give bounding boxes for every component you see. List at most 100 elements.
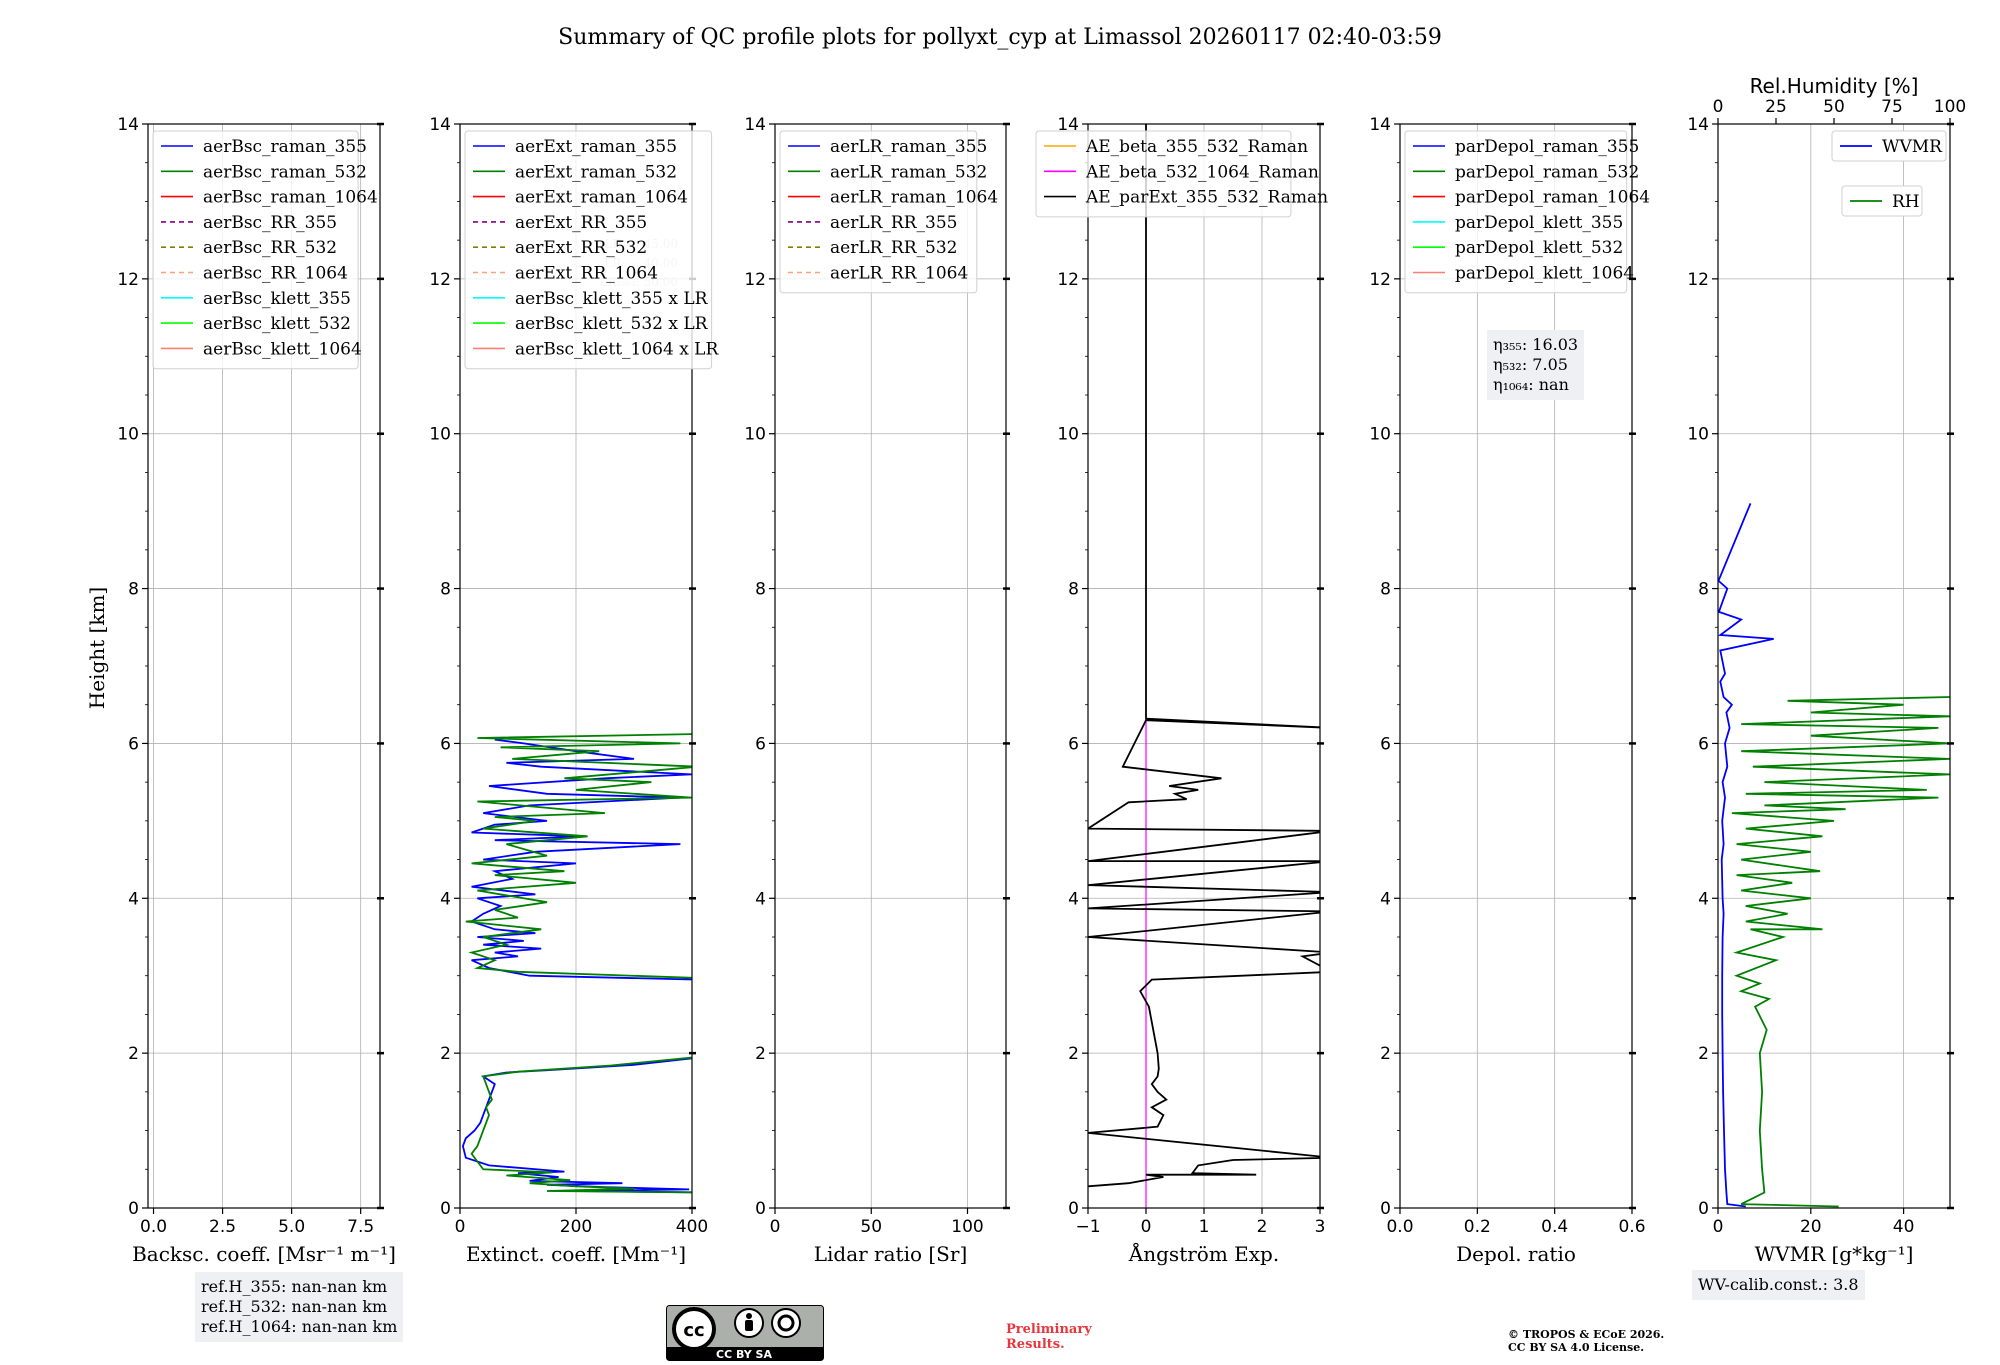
legend-label: aerBsc_klett_1064 x LR xyxy=(515,339,719,359)
y-tick-label: 10 xyxy=(744,425,766,445)
x-axis-label: Lidar ratio [Sr] xyxy=(814,1242,968,1266)
x-tick-label: 0.0 xyxy=(1386,1217,1413,1237)
legend-frame xyxy=(152,130,359,370)
sa-share-alike-icon xyxy=(771,1308,801,1338)
y-tick-label: 4 xyxy=(1698,889,1709,909)
y-tick-label: 10 xyxy=(1369,425,1391,445)
y-tick-label: 8 xyxy=(440,580,451,600)
legend-label: parDepol_klett_355 xyxy=(1455,213,1623,233)
y-tick-label: 4 xyxy=(128,889,139,909)
y-tick-label: 6 xyxy=(1698,734,1709,754)
y-tick-label: 14 xyxy=(117,115,139,135)
y-tick-label: 14 xyxy=(1057,115,1079,135)
panel-bsc: 0 2 4 6 8 10 12 14 0.0 2.5 5.0 7.5 Backsc. coeff. [M… xyxy=(117,115,396,1266)
x-tick-label: 7.5 xyxy=(347,1217,374,1237)
y-tick-label: 0 xyxy=(1068,1199,1079,1219)
series-RH xyxy=(1731,696,1950,1208)
series-WVMR xyxy=(1718,503,1774,1208)
legend-label: parDepol_klett_532 xyxy=(1455,238,1623,258)
y-axis-label: Height [km] xyxy=(85,587,109,709)
legend-label: WVMR xyxy=(1882,137,1943,157)
legend-wvmr: WVMR xyxy=(1831,130,1947,162)
y-tick-label: 12 xyxy=(1687,270,1709,290)
y-tick-label: 10 xyxy=(117,425,139,445)
legend-label: aerExt_RR_532 xyxy=(515,238,647,258)
legend-frame xyxy=(1035,130,1292,218)
x-tick-label: 0.4 xyxy=(1541,1217,1568,1237)
legend-label: parDepol_klett_1064 xyxy=(1455,264,1634,284)
legend-label: aerLR_RR_1064 xyxy=(830,264,968,284)
x-axis-label: WVMR [g*kg⁻¹] xyxy=(1755,1242,1914,1266)
legend-label: aerBsc_klett_355 xyxy=(203,289,351,309)
eta-box: η₃₅₅: 16.03 η₅₃₂: 7.05 η₁₀₆₄: nan xyxy=(1487,330,1585,400)
x-tick-label: 5.0 xyxy=(278,1217,305,1237)
x-axis-label: Extinct. coeff. [Mm⁻¹] xyxy=(466,1242,686,1266)
y-tick-label: 0 xyxy=(755,1199,766,1219)
y-tick-label: 0 xyxy=(440,1199,451,1219)
legend-bsc: aerBsc_raman_355 aerBsc_raman_532 aerBsc_r… xyxy=(152,130,378,370)
legend-frame xyxy=(464,130,713,370)
panel-ext: 0 2 4 6 8 10 12 14 0 200 400 Extinct. coeff. [Mm⁻¹]… xyxy=(429,115,719,1266)
legend-label: aerBsc_RR_1064 xyxy=(203,264,348,284)
legend-label: aerLR_RR_532 xyxy=(830,238,957,258)
y-tick-label: 6 xyxy=(1068,734,1079,754)
x-axis-label: Backsc. coeff. [Msr⁻¹ m⁻¹] xyxy=(132,1242,396,1266)
y-tick-label: 8 xyxy=(1068,580,1079,600)
y-tick-label: 6 xyxy=(128,734,139,754)
legend-label: parDepol_raman_532 xyxy=(1455,162,1639,182)
legend-label: aerLR_RR_355 xyxy=(830,213,957,233)
ref-height-532: ref.H_532: nan-nan km xyxy=(201,1297,388,1316)
legend-frame xyxy=(779,130,978,294)
cc-by-sa-badge: cc CC BY SA xyxy=(666,1305,824,1365)
y-tick-label: 10 xyxy=(1687,425,1709,445)
x-tick-label: 2 xyxy=(1257,1217,1268,1237)
y-tick-label: 0 xyxy=(128,1199,139,1219)
y-tick-label: 12 xyxy=(1057,270,1079,290)
copyright-line-2: CC BY SA 4.0 License. xyxy=(1508,1341,1645,1354)
y-tick-label: 6 xyxy=(755,734,766,754)
y-tick-label: 2 xyxy=(440,1044,451,1064)
panel-depol: 0 2 4 6 8 10 12 14 0.0 0.2 0.4 0.6 Depol. ratio parDe… xyxy=(1369,115,1650,1266)
y-tick-label: 14 xyxy=(1369,115,1391,135)
legend-label: aerLR_raman_532 xyxy=(830,162,987,182)
y-tick-label: 4 xyxy=(440,889,451,909)
series-group-ae xyxy=(1088,124,1320,1208)
legend-label: aerExt_raman_1064 xyxy=(515,188,688,208)
y-tick-label: 6 xyxy=(1380,734,1391,754)
x-tick-label: 3 xyxy=(1315,1217,1326,1237)
y-tick-label: 2 xyxy=(128,1044,139,1064)
series-group-wv xyxy=(1718,503,1950,1208)
legend-label: parDepol_raman_1064 xyxy=(1455,188,1650,208)
copyright-line-1: © TROPOS & ECoE 2026. xyxy=(1508,1328,1665,1341)
y-tick-label: 14 xyxy=(1687,115,1709,135)
legend-label: aerBsc_raman_532 xyxy=(203,162,367,182)
legend-label: aerExt_RR_355 xyxy=(515,213,647,233)
legend-ae: AE_beta_355_532_Raman AE_beta_532_1064_Ra… xyxy=(1035,130,1328,218)
ref-height-355: ref.H_355: nan-nan km xyxy=(201,1277,388,1296)
y-tick-label: 14 xyxy=(429,115,451,135)
x2-axis-label: Rel.Humidity [%] xyxy=(1750,74,1919,98)
figure-title: Summary of QC profile plots for pollyxt_… xyxy=(558,25,1442,50)
x-tick-label: 0 xyxy=(770,1217,781,1237)
axes-frame xyxy=(1717,123,1951,1209)
x2-tick-label: 25 xyxy=(1765,97,1787,117)
y-tick-label: 0 xyxy=(1698,1199,1709,1219)
x-tick-label: 0 xyxy=(455,1217,466,1237)
legend-frame xyxy=(1404,130,1628,294)
y-tick-label: 4 xyxy=(755,889,766,909)
y-tick-label: 12 xyxy=(117,270,139,290)
copyright-note: © TROPOS & ECoE 2026. CC BY SA 4.0 Licen… xyxy=(1508,1328,1664,1354)
y-tick-label: 4 xyxy=(1068,889,1079,909)
wv-calib-box: WV-calib.const.: 3.8 xyxy=(1692,1270,1865,1300)
y-tick-label: 8 xyxy=(1698,580,1709,600)
y-tick-label: 2 xyxy=(1068,1044,1079,1064)
panel-lr: 0 2 4 6 8 10 12 14 0 50 100 Lidar ratio [Sr] aerLR_r… xyxy=(744,115,1010,1266)
series-aerExt_raman_532 xyxy=(470,1056,692,1194)
y-tick-label: 8 xyxy=(128,580,139,600)
legend-label: aerBsc_klett_1064 xyxy=(203,339,362,359)
legend-label: aerExt_raman_532 xyxy=(515,162,677,182)
x-axis-label: Depol. ratio xyxy=(1456,1242,1576,1266)
y-tick-label: 14 xyxy=(744,115,766,135)
